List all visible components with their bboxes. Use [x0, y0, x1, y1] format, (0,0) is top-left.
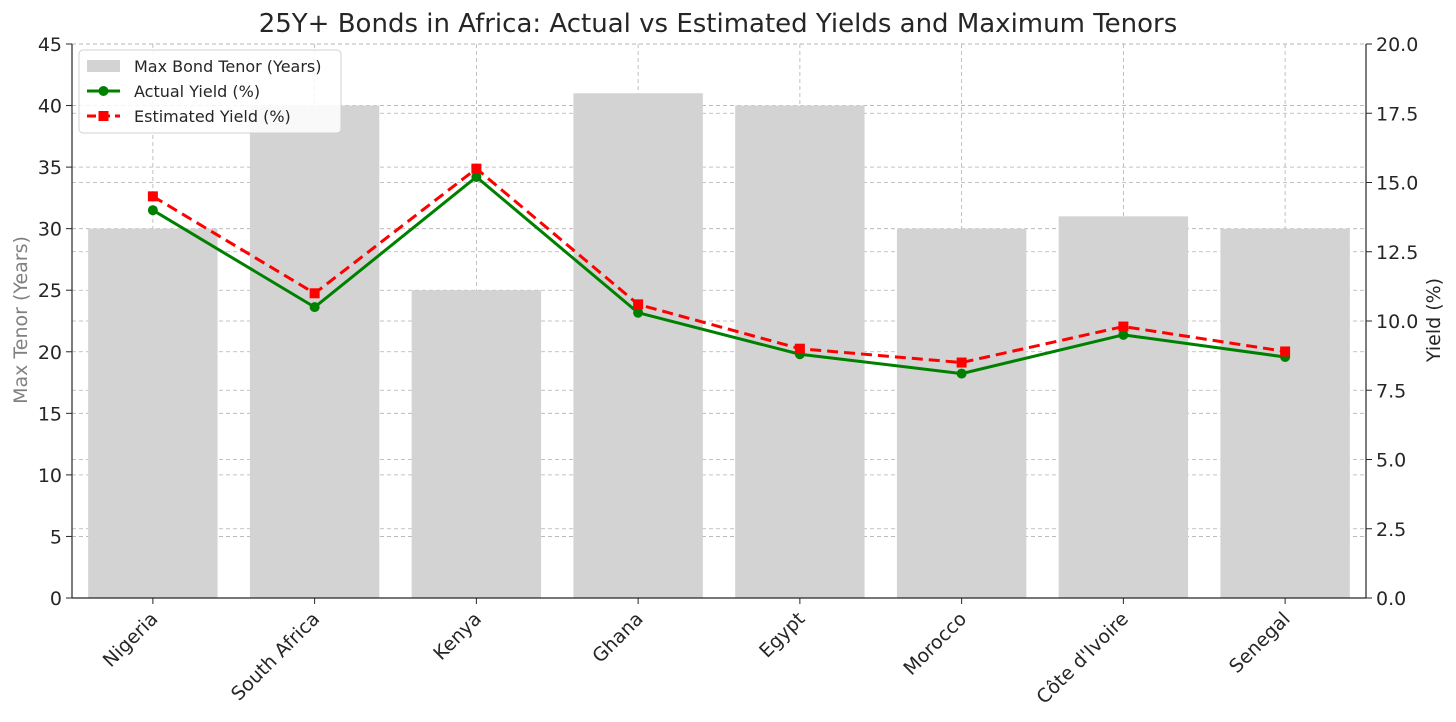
series-point [633, 307, 644, 318]
y-tick-label-left: 5 [50, 526, 62, 548]
series-point [471, 163, 482, 174]
x-tick-label: Côte d'Ivoire [1032, 608, 1133, 709]
y-tick-label-left: 0 [50, 588, 62, 610]
x-tick-label: Egypt [755, 608, 809, 662]
chart-title: 25Y+ Bonds in Africa: Actual vs Estimate… [259, 9, 1178, 39]
legend-label: Max Bond Tenor (Years) [134, 57, 322, 76]
y-tick-label-right: 20.0 [1376, 34, 1418, 56]
x-tick-label: South Africa [227, 608, 324, 705]
series-point [1118, 329, 1129, 340]
x-tick-label: Kenya [429, 608, 486, 665]
series-point [956, 368, 967, 379]
x-tick-label: Nigeria [99, 608, 163, 672]
series-line [152, 175, 1286, 376]
y-tick-label-left: 15 [38, 403, 62, 425]
y-tick-label-right: 5.0 [1376, 450, 1406, 472]
y-tick-label-right: 0.0 [1376, 588, 1406, 610]
series-point [147, 205, 158, 216]
series-point [794, 343, 805, 354]
x-tick-label: Senegal [1225, 608, 1295, 678]
y-tick-label-right: 7.5 [1376, 380, 1406, 402]
x-tick-label: Morocco [899, 608, 971, 680]
y-tick-label-left: 10 [38, 465, 62, 487]
x-tick-label: Ghana [588, 608, 647, 667]
tick-labels: 0 5 10 15 20 25 30 35 40 45 0.0 2.5 5.0 7.5 10.0 12.5 15… [38, 34, 1419, 709]
y-tick-label-left: 30 [38, 219, 62, 241]
bar [896, 228, 1027, 598]
y-axis-label-right: Yield (%) [1423, 278, 1445, 363]
series-point [309, 302, 320, 313]
series-point [147, 191, 158, 202]
bar [411, 290, 542, 598]
y-tick-label-left: 35 [38, 157, 62, 179]
bar [1220, 228, 1350, 598]
legend-box [78, 49, 342, 134]
series-point [633, 299, 644, 310]
y-tick-label-left: 45 [38, 34, 62, 56]
legend-label: Actual Yield (%) [134, 82, 260, 101]
series-point [309, 288, 320, 299]
bar [1058, 216, 1189, 598]
series-line [152, 167, 1286, 365]
series-point [1118, 321, 1129, 332]
y-tick-label-left: 20 [38, 342, 62, 364]
bar [249, 105, 380, 599]
y-axis-label-left: Max Tenor (Years) [10, 236, 32, 404]
y-tick-label-right: 15.0 [1376, 173, 1418, 195]
y-tick-label-right: 12.5 [1376, 242, 1418, 264]
y-tick-label-right: 10.0 [1376, 311, 1418, 333]
legend: Max Bond Tenor (Years) Actual Yield (%) Es… [78, 49, 342, 134]
bar-series [88, 93, 1350, 599]
line-series [147, 163, 1291, 379]
series-point [956, 357, 967, 368]
series-point [1280, 346, 1291, 357]
y-tick-label-right: 17.5 [1376, 103, 1418, 125]
y-tick-label-right: 2.5 [1376, 519, 1406, 541]
legend-marker [98, 111, 109, 121]
bar [573, 93, 703, 598]
y-tick-label-left: 25 [38, 280, 62, 302]
legend-label: Estimated Yield (%) [134, 107, 291, 126]
legend-marker [98, 86, 109, 96]
legend-swatch [87, 60, 120, 72]
axes [66, 43, 1372, 604]
bar [88, 228, 218, 598]
y-tick-label-left: 40 [38, 96, 62, 118]
series-point [471, 171, 482, 182]
